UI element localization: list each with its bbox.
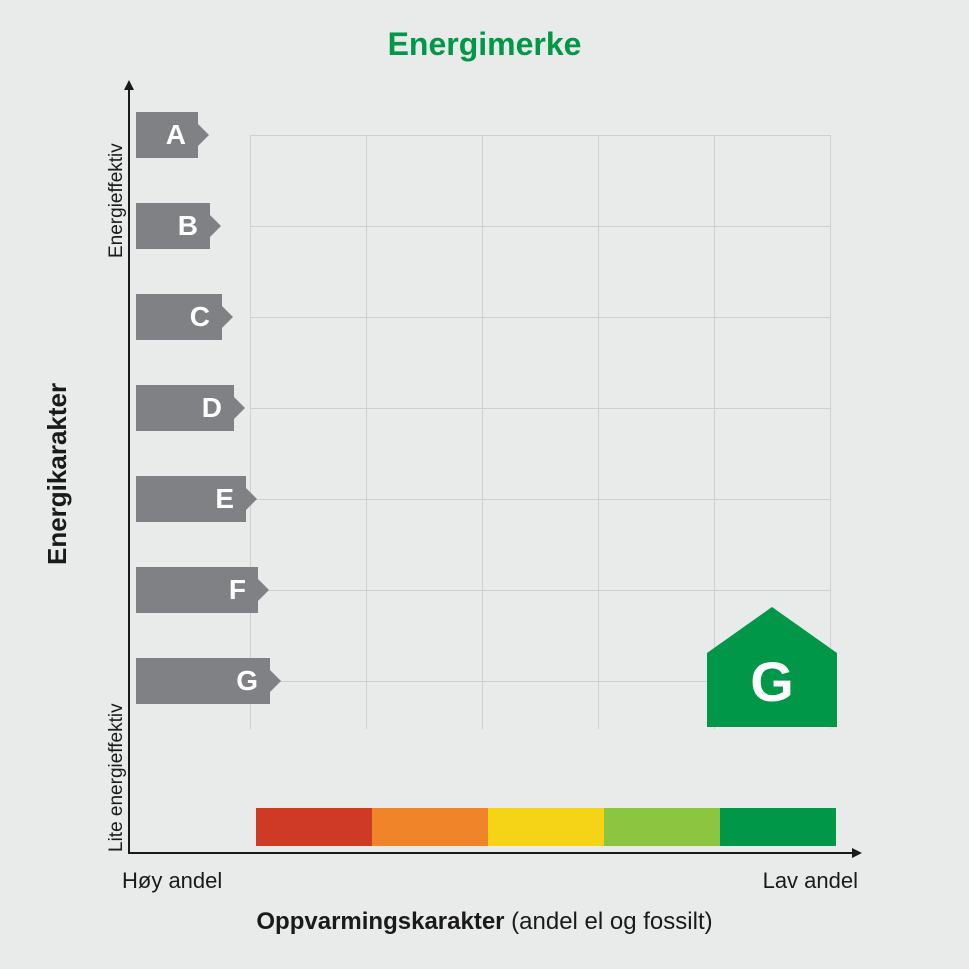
- x-axis-left-label: Høy andel: [122, 868, 222, 894]
- grid-col: [366, 135, 367, 729]
- grid-row: [250, 408, 830, 409]
- color-bar-segment: [488, 808, 604, 846]
- energy-arrow-tip: [198, 203, 221, 249]
- grid-row: [250, 135, 830, 136]
- energy-arrow-c: C: [136, 294, 233, 340]
- x-axis-right-label: Lav andel: [763, 868, 858, 894]
- energy-arrow-tip: [186, 112, 209, 158]
- color-bar-segment: [372, 808, 488, 846]
- energy-arrow-g: G: [136, 658, 281, 704]
- x-axis-arrowhead: [852, 848, 862, 858]
- y-axis-bottom-label: Lite energieffektiv: [106, 703, 128, 852]
- energy-arrow-f: F: [136, 567, 269, 613]
- energy-arrow-tip: [234, 476, 257, 522]
- energy-arrow-b: B: [136, 203, 221, 249]
- energy-arrow-d: D: [136, 385, 245, 431]
- grid-row: [250, 590, 830, 591]
- energy-arrow-e: E: [136, 476, 257, 522]
- y-axis-main-label: Energikarakter: [42, 383, 73, 565]
- grid-row: [250, 226, 830, 227]
- x-axis-sub-label: (andel el og fossilt): [505, 908, 713, 935]
- energy-arrow-tip: [222, 385, 245, 431]
- chart-title-text: Energimerke: [388, 26, 582, 62]
- energy-arrow-tip: [246, 567, 269, 613]
- energy-arrow-a: A: [136, 112, 209, 158]
- y-axis-line: [128, 88, 130, 852]
- y-axis-top-label: Energieffektiv: [106, 143, 128, 258]
- energy-arrow-label: D: [136, 385, 234, 431]
- energy-arrow-label: G: [136, 658, 270, 704]
- y-axis-arrowhead: [124, 80, 134, 90]
- energy-arrow-tip: [258, 658, 281, 704]
- energy-arrow-label: F: [136, 567, 258, 613]
- house-marker-letter: G: [707, 649, 837, 714]
- grid-col: [598, 135, 599, 729]
- energy-arrow-label: E: [136, 476, 246, 522]
- color-bar-segment: [720, 808, 836, 846]
- x-axis-line: [128, 852, 852, 854]
- color-bar-segment: [604, 808, 720, 846]
- energy-arrow-tip: [210, 294, 233, 340]
- color-bar-segment: [256, 808, 372, 846]
- house-marker: G: [707, 607, 837, 727]
- grid-row: [250, 317, 830, 318]
- x-axis-title: Oppvarmingskarakter (andel el og fossilt…: [0, 908, 969, 936]
- x-axis-main-label: Oppvarmingskarakter: [256, 908, 504, 935]
- grid-col: [250, 135, 251, 729]
- chart-title: Energimerke: [0, 26, 969, 63]
- grid-col: [482, 135, 483, 729]
- grid-row: [250, 499, 830, 500]
